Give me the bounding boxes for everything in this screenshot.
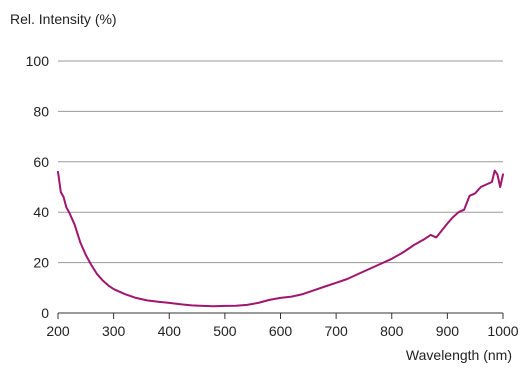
- x-tick-label-500: 500: [213, 323, 237, 339]
- x-tick-labels: 200 300 400 500 600 700 800 900 1000: [46, 323, 518, 339]
- x-axis-label: Wavelength (nm): [405, 347, 512, 363]
- y-tick-label-0: 0: [41, 305, 49, 321]
- x-tick-label-600: 600: [269, 323, 293, 339]
- series-line-0: [57, 169, 504, 308]
- x-tick-label-300: 300: [102, 323, 126, 339]
- y-tick-label-60: 60: [33, 154, 49, 170]
- y-axis-label: Rel. Intensity (%): [10, 11, 117, 27]
- axes: [57, 312, 504, 319]
- y-tick-label-80: 80: [33, 103, 49, 119]
- x-tick-label-200: 200: [46, 323, 70, 339]
- x-tick-label-900: 900: [436, 323, 460, 339]
- plot-area: [57, 169, 504, 308]
- y-tick-label-40: 40: [33, 204, 49, 220]
- y-tick-labels: 0 20 40 60 80 100: [26, 53, 50, 321]
- x-tick-label-400: 400: [158, 323, 182, 339]
- y-tick-label-100: 100: [26, 53, 50, 69]
- x-tick-label-800: 800: [380, 323, 404, 339]
- grid-lines: [58, 60, 503, 264]
- x-tick-label-1000: 1000: [487, 323, 518, 339]
- y-tick-label-20: 20: [33, 255, 49, 271]
- x-tick-label-700: 700: [324, 323, 348, 339]
